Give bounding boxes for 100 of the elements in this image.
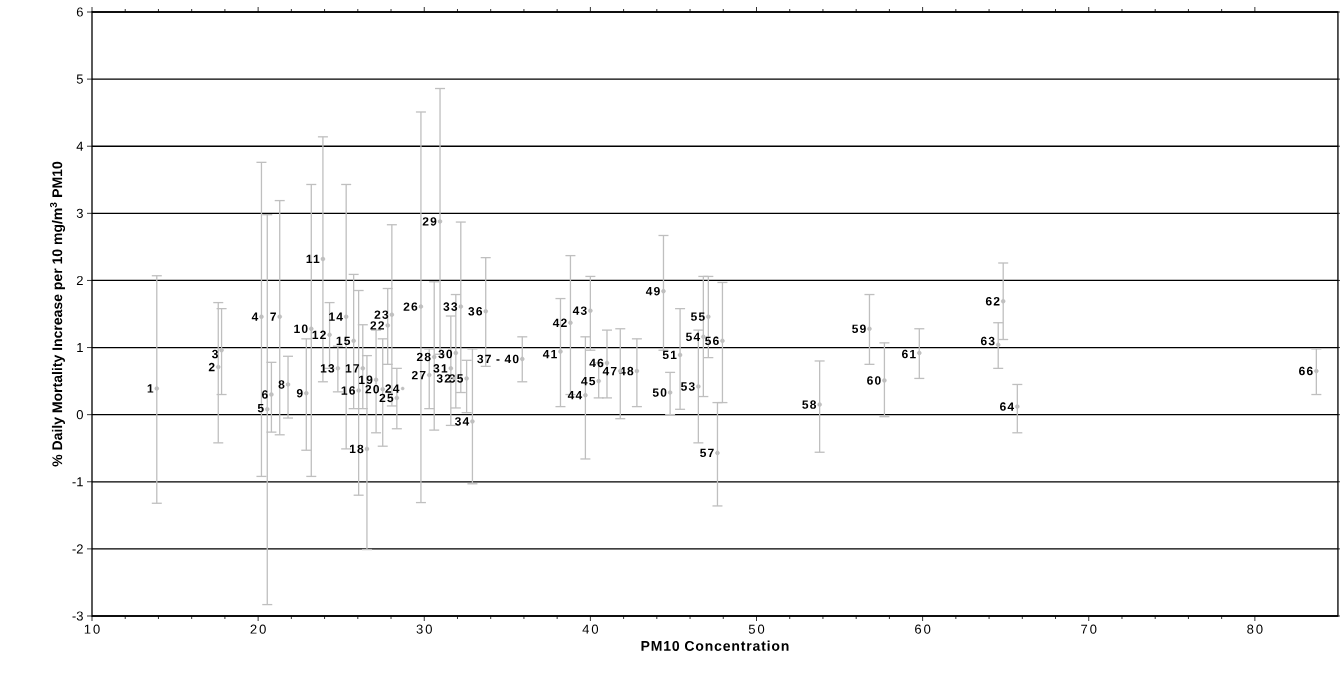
point xyxy=(277,314,282,319)
point xyxy=(216,364,221,370)
annotation: 41 xyxy=(542,349,557,359)
point xyxy=(677,352,683,358)
annotation: 46 xyxy=(589,358,604,368)
annotation: 35 xyxy=(449,374,464,383)
y-tick-label: -2 xyxy=(72,544,83,554)
point xyxy=(285,382,291,387)
point xyxy=(667,390,673,395)
point xyxy=(483,309,488,314)
point xyxy=(265,407,270,412)
annotation: 1 xyxy=(147,384,154,393)
annotation: 44 xyxy=(567,391,583,400)
y-tick-label: 3 xyxy=(76,208,83,218)
x-tick-label: 60 xyxy=(915,624,931,634)
y-tick-label: -1 xyxy=(72,477,83,487)
point xyxy=(596,378,601,384)
point xyxy=(373,377,379,382)
annotation: 63 xyxy=(980,336,995,346)
x-tick-label: 70 xyxy=(1081,624,1097,634)
annotation: 9 xyxy=(296,388,303,398)
annotation: 3 xyxy=(211,349,218,359)
annotation: 6 xyxy=(261,390,268,399)
annotation: 7 xyxy=(270,312,276,321)
x-tick-label: 40 xyxy=(582,624,599,634)
point xyxy=(1015,404,1020,409)
annotation: 5 xyxy=(257,403,264,413)
annotation: 61 xyxy=(901,349,916,359)
annotation: 13 xyxy=(320,364,335,373)
annotation: 64 xyxy=(1000,402,1015,411)
point xyxy=(351,338,356,344)
point xyxy=(356,388,361,393)
point xyxy=(343,314,349,319)
annotation: 56 xyxy=(705,336,719,346)
point xyxy=(364,446,370,452)
point xyxy=(394,395,400,401)
point xyxy=(427,372,432,378)
annotation: 15 xyxy=(336,336,351,346)
x-tick-label: 20 xyxy=(250,624,266,634)
point xyxy=(219,348,224,353)
annotation: 22 xyxy=(370,321,385,330)
point xyxy=(448,366,454,371)
y-tick-label: -3 xyxy=(72,611,83,621)
annotation: 51 xyxy=(662,350,677,360)
point xyxy=(400,386,405,391)
annotation: 19 xyxy=(359,375,373,385)
annotation: 8 xyxy=(278,380,285,389)
point xyxy=(418,304,424,309)
annotation: 24 xyxy=(385,384,400,393)
y-axis-title: % Daily Mortality Increase per 10 mg/m$^{3}$ PM10 xyxy=(50,161,66,467)
annotation: 58 xyxy=(802,400,817,409)
annotation: 60 xyxy=(867,376,881,385)
point xyxy=(817,402,822,407)
annotation: 2 xyxy=(208,362,215,372)
point xyxy=(917,350,922,356)
annotation: 43 xyxy=(572,306,587,315)
annotation: 18 xyxy=(349,444,364,454)
annotation: 59 xyxy=(852,324,866,334)
point xyxy=(720,338,725,344)
point xyxy=(1001,299,1006,304)
point xyxy=(558,349,563,354)
annotation: 55 xyxy=(690,312,705,321)
annotation: 27 xyxy=(411,370,426,380)
point xyxy=(464,376,469,381)
point xyxy=(432,354,437,360)
annotation: 34 xyxy=(454,417,470,426)
point xyxy=(269,392,274,397)
point xyxy=(568,320,573,325)
annotation: 57 xyxy=(700,448,714,458)
y-tick-label: 1 xyxy=(77,343,83,353)
y-tick-label: 2 xyxy=(76,275,83,285)
annotation: 45 xyxy=(581,376,596,386)
annotation: 14 xyxy=(329,312,343,321)
point xyxy=(588,308,593,313)
y-tick-label: 5 xyxy=(76,74,83,84)
point xyxy=(604,360,610,366)
point xyxy=(360,366,365,371)
y-tick-label: 4 xyxy=(76,141,84,151)
x-tick-label: 50 xyxy=(748,624,765,634)
point xyxy=(583,393,588,398)
point xyxy=(867,326,872,331)
annotation: 11 xyxy=(306,254,320,264)
annotation: 10 xyxy=(294,324,308,334)
y-tick-label: 6 xyxy=(76,7,83,17)
point xyxy=(437,219,443,224)
annotation: 50 xyxy=(652,388,667,397)
annotation: 54 xyxy=(685,332,701,341)
annotation: 42 xyxy=(552,318,567,327)
point xyxy=(520,356,525,362)
point xyxy=(706,314,711,319)
annotation: 49 xyxy=(645,286,660,296)
point xyxy=(470,419,475,424)
point xyxy=(696,384,701,389)
annotation: 29 xyxy=(422,217,437,226)
point xyxy=(634,368,640,374)
x-tick-label: 10 xyxy=(84,624,100,634)
annotation: 17 xyxy=(345,364,360,373)
point xyxy=(661,288,666,294)
annotation: 30 xyxy=(438,349,453,359)
annotation: 33 xyxy=(443,302,458,311)
